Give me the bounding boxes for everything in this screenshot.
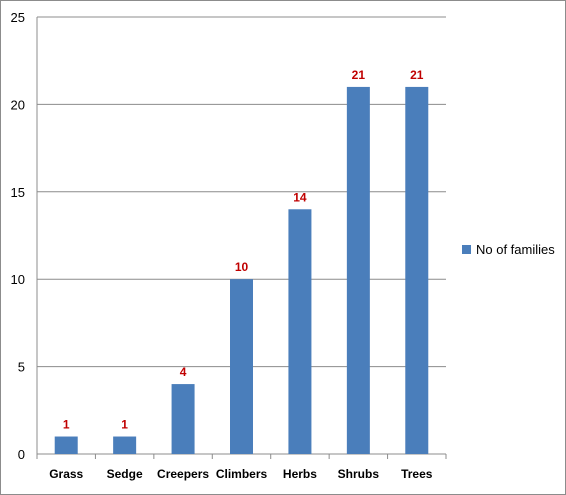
x-tick-label-climbers: Climbers <box>216 467 268 481</box>
data-label-sedge: 1 <box>121 418 128 432</box>
data-label-creepers: 4 <box>180 365 187 379</box>
x-tick-label-shrubs: Shrubs <box>338 467 380 481</box>
bar-grass <box>54 436 78 454</box>
y-tick-label: 25 <box>11 10 25 25</box>
x-tick-label-herbs: Herbs <box>283 467 317 481</box>
bar-shrubs <box>346 86 370 455</box>
y-axis-tick-labels: 0 5 10 15 20 25 <box>11 10 25 462</box>
data-label-trees: 21 <box>410 68 424 82</box>
x-axis-category-labels: Grass Sedge Creepers Climbers Herbs Shrubs Tre… <box>49 467 433 481</box>
y-tick-label: 20 <box>11 97 25 112</box>
legend-swatch <box>462 245 471 254</box>
x-tick-label-sedge: Sedge <box>107 467 143 481</box>
bars <box>54 86 429 455</box>
x-tick-label-creepers: Creepers <box>157 467 209 481</box>
bar-creepers <box>171 384 195 454</box>
bar-trees <box>405 86 429 455</box>
legend: No of families <box>462 242 555 257</box>
y-tick-label: 0 <box>18 447 25 462</box>
data-label-climbers: 10 <box>235 260 249 274</box>
data-label-shrubs: 21 <box>352 68 366 82</box>
y-tick-label: 15 <box>11 185 25 200</box>
legend-label: No of families <box>476 242 555 257</box>
bar-herbs <box>288 209 312 454</box>
data-label-grass: 1 <box>63 418 70 432</box>
bar-climbers <box>230 279 253 454</box>
y-tick-label: 10 <box>11 272 25 287</box>
data-label-herbs: 14 <box>293 190 307 204</box>
x-tick-label-trees: Trees <box>401 467 433 481</box>
y-tick-label: 5 <box>18 360 25 375</box>
x-tick-label-grass: Grass <box>49 467 83 481</box>
bar-sedge <box>113 436 137 454</box>
